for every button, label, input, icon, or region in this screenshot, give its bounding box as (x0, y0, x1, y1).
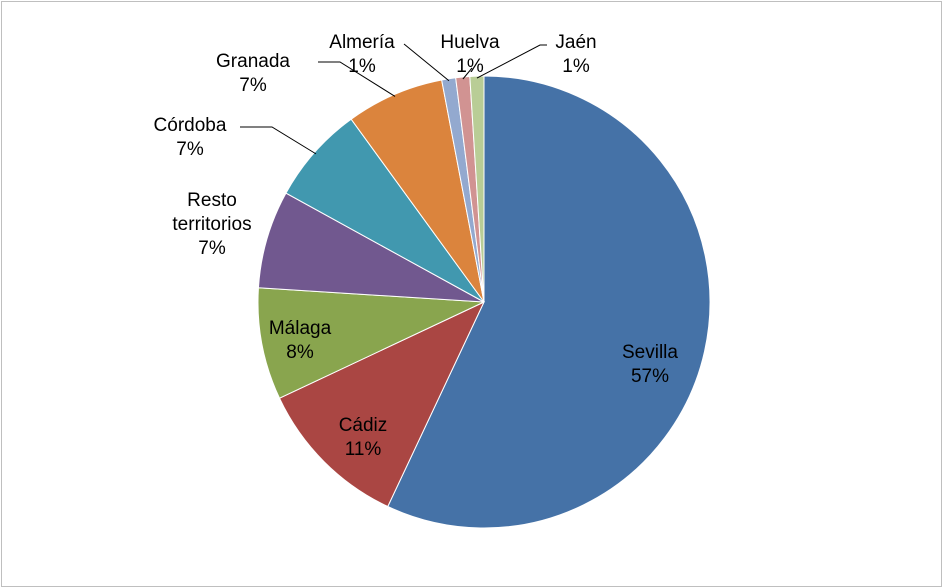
slice-value: 7% (198, 238, 226, 259)
pie-slice (387, 75, 711, 529)
leader-line (462, 67, 473, 80)
slice-category: Resto territorios (172, 190, 252, 235)
pie-slice (278, 300, 486, 508)
slice-category: Málaga (268, 318, 332, 339)
slice-value: 1% (348, 56, 376, 77)
slice-category: Cádiz (338, 415, 388, 436)
pie-slice (469, 75, 485, 303)
pie-slice (257, 287, 485, 399)
slice-value: 11% (344, 439, 382, 460)
leader-line (476, 44, 547, 79)
slice-label: Cádiz 11% (323, 414, 403, 462)
slice-value: 1% (456, 56, 484, 77)
slice-label: Resto territorios 7% (152, 189, 272, 261)
slice-category: Almería (329, 32, 395, 53)
slice-category: Córdoba (153, 115, 227, 136)
slice-value: 8% (286, 342, 314, 363)
slice-value: 1% (562, 56, 590, 77)
slice-label: Granada 7% (203, 50, 303, 98)
slice-value: 7% (239, 75, 267, 96)
slice-category: Jaén (555, 32, 597, 53)
slice-category: Granada (216, 51, 290, 72)
slice-label: Córdoba 7% (140, 114, 240, 162)
slice-value: 57% (630, 366, 670, 387)
slice-value: 7% (176, 139, 204, 160)
leader-line (240, 126, 317, 155)
slice-label: Almería 1% (312, 31, 412, 79)
slice-label: Jaén 1% (536, 31, 616, 79)
slice-label: Málaga 8% (260, 317, 340, 365)
leader-line (403, 43, 450, 82)
slice-label: Huelva 1% (420, 31, 520, 79)
leader-line (318, 61, 396, 97)
slice-category: Huelva (440, 32, 500, 53)
slice-category: Sevilla (622, 342, 678, 363)
slice-label: Sevilla 57% (610, 341, 690, 389)
